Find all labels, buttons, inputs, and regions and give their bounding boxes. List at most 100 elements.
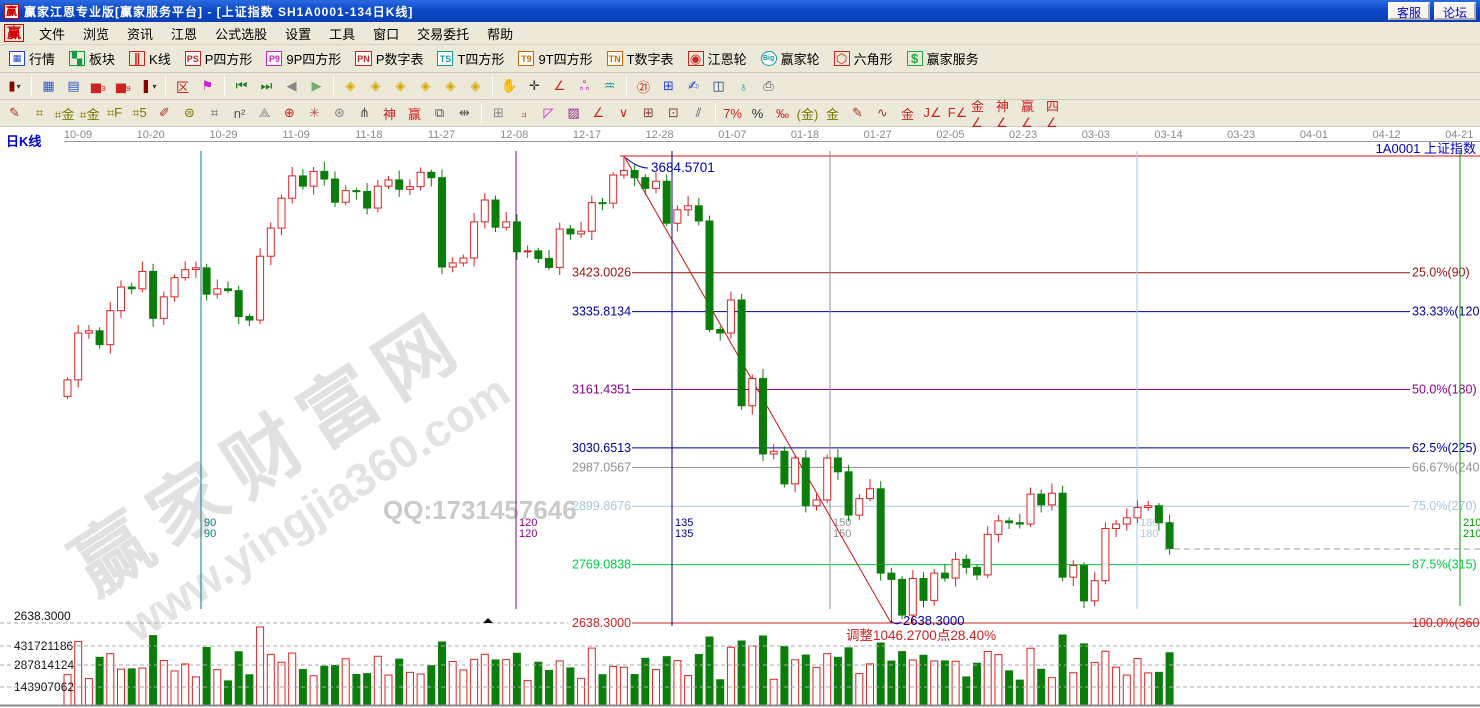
chart-area[interactable]: 赢家财富网 www.yingjia360.com QQ:1731457646 10-0…: [0, 127, 1480, 708]
menu-item-1[interactable]: 浏览: [83, 26, 110, 42]
grid-5-icon[interactable]: ⌗5: [128, 102, 151, 124]
toolbar-button-t-square[interactable]: TS T四方形: [430, 47, 511, 71]
angle-line-icon[interactable]: ∠: [587, 102, 610, 124]
web-update-icon[interactable]: ♁: [732, 75, 755, 97]
grid-red-1-icon[interactable]: ⊞: [637, 102, 660, 124]
menu-item-4[interactable]: 公式选股: [215, 26, 268, 42]
bars-9-icon[interactable]: ▅₉: [112, 75, 135, 97]
toolbar-button-sectors[interactable]: ▚ 板块: [62, 47, 122, 71]
forum-button[interactable]: 论坛: [1434, 2, 1476, 20]
grid-red-2-icon[interactable]: ⊡: [662, 102, 685, 124]
ruler-grid-icon[interactable]: ⧉: [428, 102, 451, 124]
n-squared-icon[interactable]: n²: [228, 102, 251, 124]
gold-2-icon[interactable]: 金: [896, 102, 919, 124]
candle-type-icon[interactable]: ❚: [137, 75, 160, 97]
diamond-all-icon[interactable]: ◈: [464, 75, 487, 97]
save-icon[interactable]: ◫: [707, 75, 730, 97]
fan-grid-icon[interactable]: ▨: [562, 102, 585, 124]
seven-percent-icon[interactable]: 7%: [721, 102, 744, 124]
bars-3-icon[interactable]: ▅₃: [87, 75, 110, 97]
menu-item-8[interactable]: 交易委托: [417, 26, 470, 42]
gold-circle-icon[interactable]: (金): [796, 102, 819, 124]
gold-lines-icon[interactable]: 金: [821, 102, 844, 124]
toolbar-button-9t-square[interactable]: T9 9T四方形: [511, 47, 599, 71]
toolbar-button-winner-wheel[interactable]: Big 赢家轮: [754, 47, 827, 71]
angle-j-icon[interactable]: J∠: [921, 102, 944, 124]
menu-item-9[interactable]: 帮助: [487, 26, 514, 42]
check-line-icon[interactable]: ∨: [612, 102, 635, 124]
fan-box-icon[interactable]: ◸: [537, 102, 560, 124]
toolbar-button-gann-wheel[interactable]: ◉ 江恩轮: [681, 47, 754, 71]
compass-icon[interactable]: ⊜: [178, 102, 201, 124]
step-back-icon[interactable]: ◀: [280, 75, 303, 97]
toolbar-button-t-number-table[interactable]: TN T数字表: [600, 47, 681, 71]
zone-icon[interactable]: 区: [171, 75, 194, 97]
menu-item-0[interactable]: 文件: [39, 26, 66, 42]
toolbar-button-winner-service[interactable]: $ 赢家服务: [900, 47, 986, 71]
toolbar-button-p-number-table[interactable]: PN P数字表: [348, 47, 430, 71]
candle-body: [534, 250, 543, 259]
parallel-lines-icon[interactable]: ⫽: [687, 102, 710, 124]
menu-item-5[interactable]: 设置: [285, 26, 312, 42]
diamond-right-icon[interactable]: ◈: [364, 75, 387, 97]
angle-win-icon[interactable]: 赢∠: [1021, 99, 1044, 130]
fan-red-icon[interactable]: ⟓: [512, 102, 535, 124]
diamond-h-icon[interactable]: ◈: [389, 75, 412, 97]
hand-icon[interactable]: ✋: [498, 75, 521, 97]
pen-2-icon[interactable]: ✎: [846, 102, 869, 124]
angle-gold-icon[interactable]: 金∠: [971, 99, 994, 130]
flag-icon[interactable]: ⚑: [196, 75, 219, 97]
width-measure-icon[interactable]: ⇹: [453, 102, 476, 124]
menu-item-3[interactable]: 江恩: [171, 26, 198, 42]
first-page-icon[interactable]: ⏮: [230, 75, 253, 97]
pitchfork-icon[interactable]: ⋔: [353, 102, 376, 124]
step-forward-icon[interactable]: ▶: [305, 75, 328, 97]
gann-fan-tool-icon[interactable]: ⟁: [253, 102, 276, 124]
angle-measure-icon[interactable]: ∠: [548, 75, 571, 97]
customer-service-button[interactable]: 客服: [1388, 2, 1430, 20]
notes-icon[interactable]: ✍: [682, 75, 705, 97]
target-icon[interactable]: ⊕: [278, 102, 301, 124]
print-icon[interactable]: ⎙: [757, 75, 780, 97]
candle-period-icon[interactable]: ▮: [3, 75, 26, 97]
draw-brush-icon[interactable]: ✐: [153, 102, 176, 124]
draw-pen-icon[interactable]: ✎: [3, 102, 26, 124]
shen-ruler-icon[interactable]: 神: [378, 102, 401, 124]
toolbar-button-quotes[interactable]: ▦ 行情: [2, 47, 62, 71]
grid-f-icon[interactable]: ⌗F: [103, 102, 126, 124]
menu-item-7[interactable]: 窗口: [373, 26, 400, 42]
percent-icon[interactable]: %: [746, 102, 769, 124]
volume-bar: [705, 636, 714, 706]
toolbar-button-9p-square[interactable]: P9 9P四方形: [259, 47, 348, 71]
toolbar-button-kline[interactable]: ∥ K线: [122, 47, 178, 71]
diamond-cross-icon[interactable]: ◈: [439, 75, 462, 97]
spider-web-icon[interactable]: ⊛: [328, 102, 351, 124]
grid-dense-icon[interactable]: ⌗: [203, 102, 226, 124]
last-page-icon[interactable]: ⏭: [255, 75, 278, 97]
grid-plain-icon[interactable]: ⌗: [28, 102, 51, 124]
grid-gold-2-icon[interactable]: ⌗金: [78, 102, 101, 124]
diamond-left-icon[interactable]: ◈: [339, 75, 362, 97]
gann-brain-icon[interactable]: ஃ: [573, 75, 596, 97]
clipboard-icon[interactable]: ▤: [62, 75, 85, 97]
pattern-select-icon[interactable]: ▦: [37, 75, 60, 97]
diamond-expand-icon[interactable]: ◈: [414, 75, 437, 97]
grid-gold-1-icon[interactable]: ⌗金: [53, 102, 76, 124]
star-wheel-icon[interactable]: ✳: [303, 102, 326, 124]
menu-item-2[interactable]: 资讯: [127, 26, 154, 42]
frame-tool-icon[interactable]: ⊞: [487, 102, 510, 124]
toolbar-button-hexagon[interactable]: ⬡ 六角形: [827, 47, 900, 71]
angle-four-icon[interactable]: 四∠: [1046, 99, 1069, 130]
win-ruler-icon[interactable]: 赢: [403, 102, 426, 124]
toolbar-button-p-square[interactable]: PS P四方形: [178, 47, 260, 71]
percent-lines-icon[interactable]: ‰: [771, 102, 794, 124]
wave-aa-icon[interactable]: ∿: [871, 102, 894, 124]
calendar-21-icon[interactable]: ㉑: [632, 75, 655, 97]
menu-item-6[interactable]: 工具: [329, 26, 356, 42]
angle-shen-icon[interactable]: 神∠: [996, 99, 1019, 130]
calculator-icon[interactable]: ⊞: [657, 75, 680, 97]
angle-f-icon[interactable]: F∠: [946, 102, 969, 124]
map-icon[interactable]: ♒: [598, 75, 621, 97]
crosshair-icon[interactable]: ✛: [523, 75, 546, 97]
